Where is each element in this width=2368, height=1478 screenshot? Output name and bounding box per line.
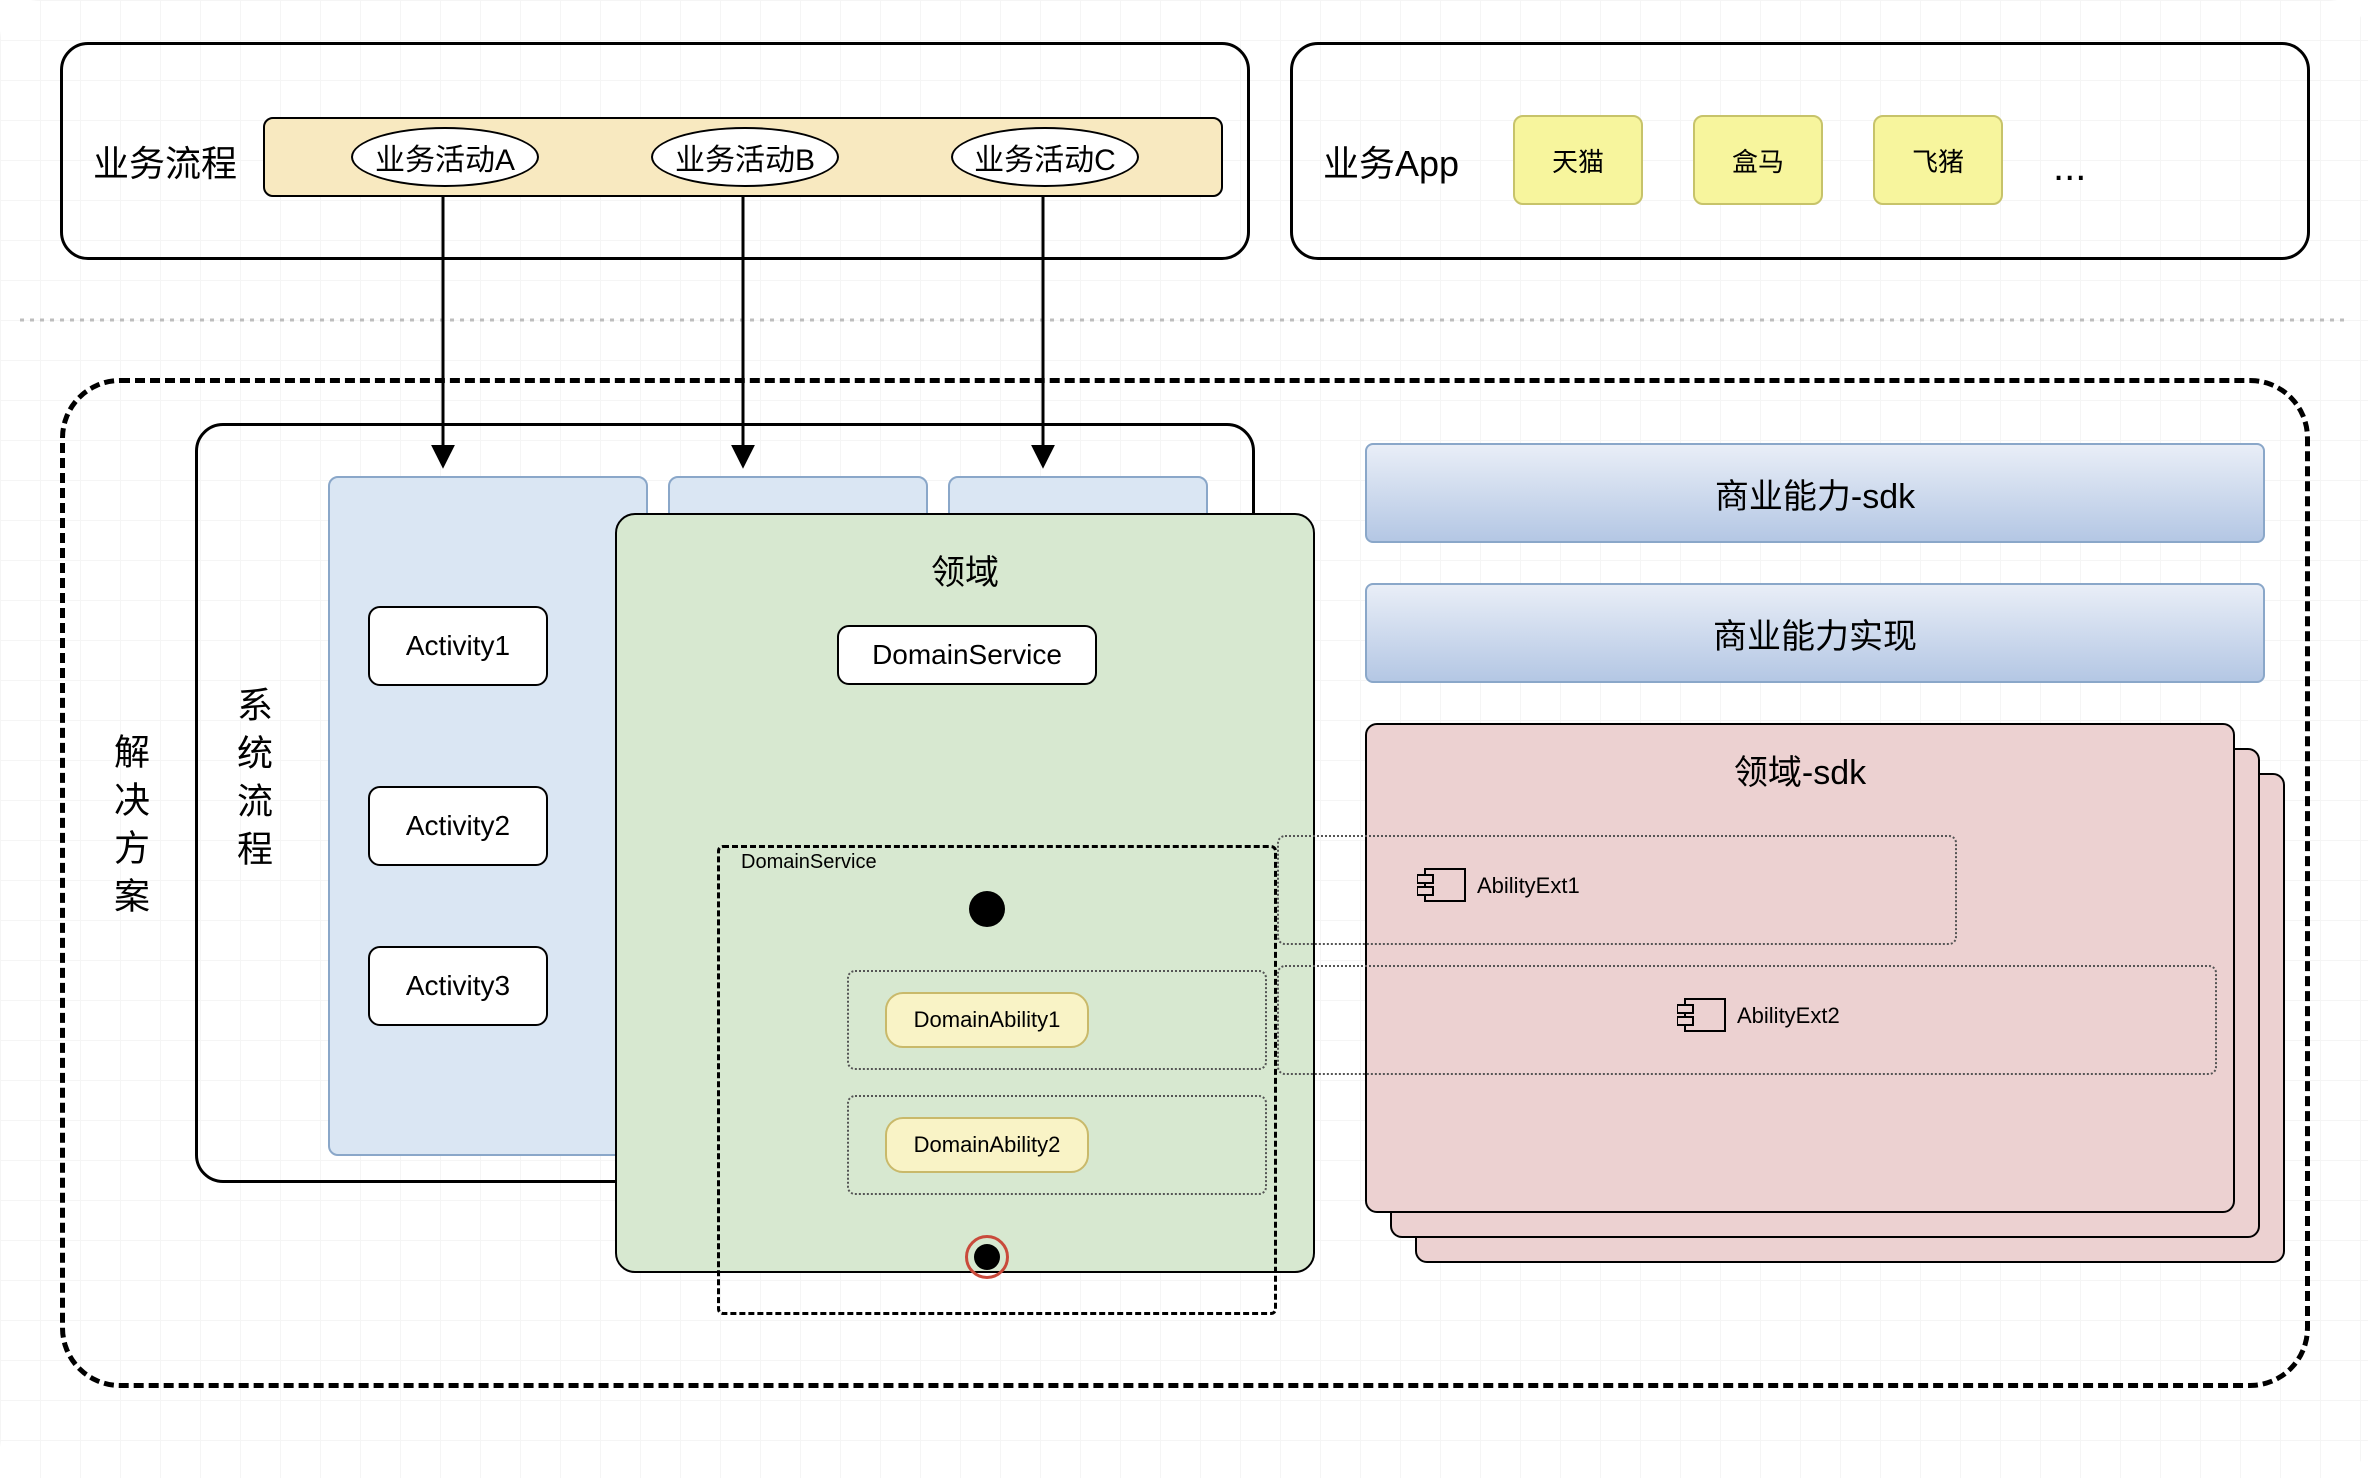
solution-title: 解决方案 xyxy=(103,733,155,925)
ext1-icon xyxy=(1417,865,1467,905)
ext2-icon xyxy=(1677,995,1727,1035)
ext2-label: AbilityExt2 xyxy=(1737,1003,1840,1029)
app-hema: 盒马 xyxy=(1693,115,1823,205)
business-app-title: 业务App xyxy=(1323,135,1459,187)
domain-service-box: DomainService xyxy=(837,625,1097,685)
activity3-box: Activity3 xyxy=(368,946,548,1026)
activity1-box: Activity1 xyxy=(368,606,548,686)
biz-sdk-bar: 商业能力-sdk xyxy=(1365,443,2265,543)
domain-sdk-title: 领域-sdk xyxy=(1367,745,2233,794)
ext1-group xyxy=(1277,835,1957,945)
activity2-box: Activity2 xyxy=(368,786,548,866)
domain-ability1: DomainAbility1 xyxy=(885,992,1089,1048)
activity-c: 业务活动C xyxy=(951,127,1139,187)
domain-service-inner-label: DomainService xyxy=(737,851,881,874)
business-process-panel: 业务流程 业务活动A 业务活动B 业务活动C xyxy=(60,42,1250,260)
domain-sdk-panel: 领域-sdk AbilityExt1 AbilityExt2 xyxy=(1365,723,2235,1213)
activity-b: 业务活动B xyxy=(651,127,839,187)
app-tmall: 天猫 xyxy=(1513,115,1643,205)
activity-a: 业务活动A xyxy=(351,127,539,187)
app-fliggy: 飞猪 xyxy=(1873,115,2003,205)
solution-panel: 解决方案 系统流程 Activity1 Activity2 Activity3 … xyxy=(60,378,2310,1388)
biz-impl-bar: 商业能力实现 xyxy=(1365,583,2265,683)
domain-title: 领域 xyxy=(617,545,1313,594)
business-process-title: 业务流程 xyxy=(93,135,237,187)
domain-panel: 领域 DomainService DomainService DomainAbi… xyxy=(615,513,1315,1273)
flow-end xyxy=(965,1235,1009,1279)
flow-start xyxy=(969,891,1005,927)
app-more: ... xyxy=(2053,145,2086,190)
domain-ability2: DomainAbility2 xyxy=(885,1117,1089,1173)
ext1-label: AbilityExt1 xyxy=(1477,873,1580,899)
business-app-panel: 业务App 天猫 盒马 飞猪 ... xyxy=(1290,42,2310,260)
system-process-title: 系统流程 xyxy=(226,686,278,878)
